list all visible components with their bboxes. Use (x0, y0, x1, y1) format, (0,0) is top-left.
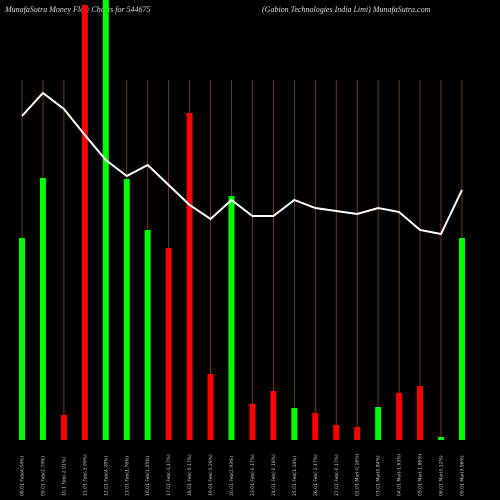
x-tick-label: 23.01 Feb(-0.17%) (250, 454, 256, 496)
bar (417, 386, 424, 440)
x-tick-label: 18.01 Feb(-5.17%) (187, 454, 193, 496)
bar (60, 415, 67, 440)
x-tick-label: 02.01 Mar(-0.16%) (355, 454, 361, 496)
bar (207, 374, 214, 440)
bar (81, 5, 88, 440)
x-tick-label: 10.1 Feb(-2.91%) (61, 457, 67, 496)
bar (438, 437, 444, 440)
chart-title: MunafaSutra Money Flow Charts for 544675 (4, 5, 151, 14)
bar (102, 0, 109, 440)
bar (165, 248, 172, 440)
bar (249, 404, 256, 440)
chart-subtitle: (Gabion Technologies India Limi) MunafaS… (262, 5, 431, 14)
bar (39, 178, 46, 440)
bar (123, 179, 130, 440)
bar (312, 413, 319, 440)
x-tick-label: 26.01 Feb(-1.17%) (313, 454, 319, 496)
x-tick-label: 25.01 Feb(1.34%) (292, 456, 298, 496)
bar (291, 408, 298, 440)
bar (19, 238, 25, 440)
bar (333, 425, 340, 440)
x-tick-label: 12.01 Feb(4.28%) (103, 456, 109, 496)
bar (270, 391, 277, 440)
x-tick-label: 03.01 Mar(0.84%) (376, 455, 382, 496)
x-tick-label: 19.01 Feb(-1.29%) (208, 454, 214, 496)
x-tick-label: 06.01 Feb(4.04%) (20, 456, 26, 496)
x-tick-label: 05.01 Mar(-1.86%) (418, 454, 424, 496)
bar (458, 238, 465, 440)
x-tick-label: 13.01 Feb(1.76%) (124, 456, 130, 496)
money-flow-line (21, 91, 463, 236)
x-tick-label: 27.01 Feb(-0.17%) (334, 454, 340, 496)
x-tick-label: 16.01 Feb(1.45%) (145, 456, 151, 496)
x-tick-label: 11.01 Feb(-3.99%) (82, 454, 88, 496)
bar (396, 393, 403, 440)
bar (144, 230, 151, 440)
x-tick-label: 17.01 Feb(-1.17%) (166, 454, 172, 496)
x-tick-label: 06.01 Mar(0.12%) (439, 455, 445, 496)
bar (375, 407, 382, 440)
bar (228, 196, 235, 440)
x-tick-label: 24.01 Feb(-0.18%) (271, 454, 277, 496)
x-tick-label: 20.01 Feb(2.93%) (229, 456, 235, 496)
x-tick-label: 09.01 Mar(3.96%) (459, 455, 465, 496)
x-tick-label: 09.01 Feb(2.74%) (40, 456, 46, 496)
bar (354, 427, 361, 440)
x-tick-label: 04.01 Mar(-1.63%) (397, 454, 403, 496)
bar (186, 113, 193, 440)
